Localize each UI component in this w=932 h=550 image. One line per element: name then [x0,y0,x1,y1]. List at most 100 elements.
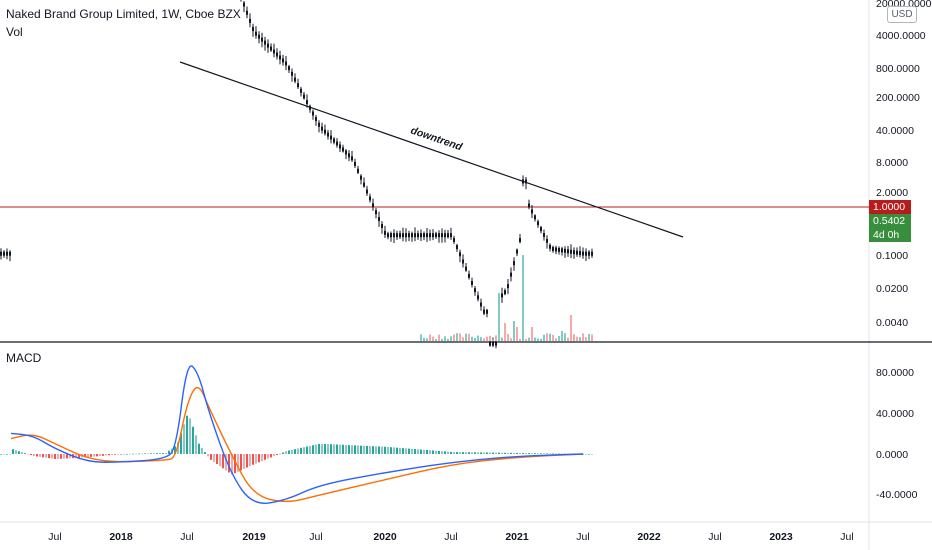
candle-body [360,175,362,180]
macd-axis-ticks[interactable]: 80.0000 40.0000 0.0000 -40.0000 [876,367,918,501]
currency-button[interactable]: USD [887,6,917,23]
macd-histogram-bar [24,453,26,454]
candle-body [375,210,377,215]
candle-body [333,138,335,143]
volume-bar [477,335,479,341]
macd-histogram-bar [195,435,197,454]
candle-body [384,230,386,235]
time-tick-label: 2018 [109,531,133,543]
candle-body [519,238,521,243]
candle-body [348,153,350,158]
volume-bar [528,337,530,341]
macd-histogram-bar [489,452,491,454]
macd-histogram-bar [357,445,359,454]
volume-bar [447,338,449,341]
macd-histogram-bar [246,454,248,468]
macd-histogram-bar [129,453,131,455]
downtrend-line[interactable] [179,61,684,238]
candle-body [327,132,329,137]
price-axis-ticks[interactable]: 20000.0000 4000.0000 800.0000 200.0000 40.00… [876,0,932,329]
macd-histogram-bar [78,454,80,458]
volume-bar [474,337,476,341]
candle-body [564,248,566,253]
macd-histogram-bar [291,449,293,454]
candle-body [558,247,560,252]
macd-histogram-bar [363,445,365,454]
macd-histogram-bar [174,446,176,454]
volume-bar [546,333,548,341]
macd-histogram-bar [231,454,233,475]
volume-bar [459,333,461,341]
macd-histogram-bar [435,450,437,454]
chart-title: Naked Brand Group Limited, 1W, Cboe BZX [6,7,241,21]
volume-bar [435,338,437,341]
candle-body [570,249,572,254]
macd-histogram-bar [327,444,329,454]
candle-body [453,237,455,242]
candle-body [282,58,284,63]
macd-histogram-bar [492,452,494,454]
macd-tick-label: -40.0000 [876,489,918,501]
candle-body [369,196,371,201]
candle-body [276,52,278,57]
macd-histogram-bar [558,453,560,455]
candle-body [546,238,548,243]
candle-body [336,141,338,146]
price-tick-label: 20000.0000 [876,0,932,10]
macd-histogram-bar [354,445,356,454]
macd-histogram-bar [126,453,128,455]
price-tick-label: 0.1000 [876,250,908,262]
macd-histogram-bar [51,454,53,459]
volume-bar [588,334,590,341]
macd-histogram-bar [96,454,98,457]
macd-histogram-bar [99,454,101,457]
downtrend-annotation[interactable]: downtrend [409,124,464,153]
macd-histogram-bar [222,454,224,469]
volume-bar [429,334,431,341]
macd-histogram-bar [300,447,302,454]
volume-bar [543,334,545,341]
macd-histogram-bar [225,454,227,471]
macd-histogram-bar [540,453,542,454]
macd-histogram-bar [390,447,392,454]
macd-histogram-bar [15,450,17,454]
macd-histogram-bar [468,452,470,454]
macd-histogram-bar [396,447,398,454]
candle-body [420,233,422,238]
candle-body [465,266,467,271]
candle-body [294,77,296,82]
candle-body [456,245,458,250]
signal-line [10,386,584,503]
candle-body [462,259,464,264]
macd-histogram-bar [21,452,23,454]
macd-histogram-bar [27,454,29,455]
macd-histogram-bar [144,453,146,455]
macd-histogram-bar [9,454,11,455]
volume-bar [576,336,578,341]
candle-body [318,122,320,127]
macd-histogram-bar [228,454,230,473]
time-axis-ticks[interactable]: Jul 2018 Jul 2019 Jul 2020 Jul 2021 Jul 2022 Jul 20… [48,531,853,543]
candle-body [414,233,416,238]
macd-histogram-bar [276,454,278,455]
volume-bar [456,333,458,341]
macd-histogram-bar [513,452,515,454]
candle-body [411,233,413,238]
macd-histogram-bar [546,453,548,455]
macd-histogram-bar [345,444,347,454]
macd-histogram-bar [18,451,20,454]
alert-price-tag[interactable]: 1.0000 [869,200,911,214]
candle-body [438,233,440,238]
macd-histogram-bar [384,446,386,454]
macd-histogram-bar [510,452,512,454]
macd-histogram-bar [204,452,206,454]
macd-histogram-bar [315,444,317,454]
candle-body [582,251,584,256]
candle-body [345,150,347,155]
price-tick-label: 800.0000 [876,63,920,75]
candle-body [6,251,8,256]
volume-bar [465,333,467,341]
last-price-tag: 0.5402 [869,214,911,228]
macd-histogram-bar [216,454,218,465]
